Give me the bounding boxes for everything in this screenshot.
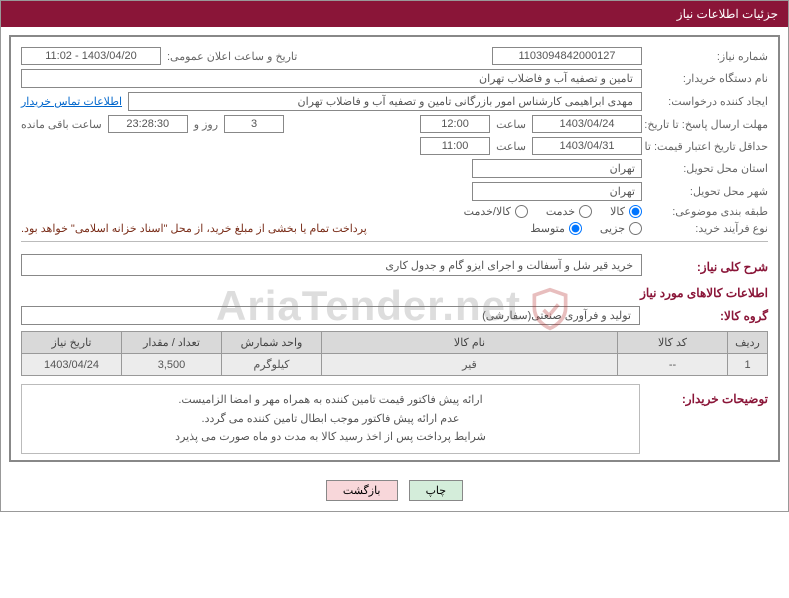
summary-value: خرید قیر شل و آسفالت و اجرای ایزو گام و … xyxy=(21,254,642,276)
goods-section-title: اطلاعات کالاهای مورد نیاز xyxy=(21,286,768,300)
time-label-2: ساعت xyxy=(496,140,526,153)
province-label: استان محل تحویل: xyxy=(648,162,768,175)
radio-service[interactable]: خدمت xyxy=(546,205,592,218)
buyer-contact-link[interactable]: اطلاعات تماس خریدار xyxy=(21,95,122,108)
deadline-label: مهلت ارسال پاسخ: تا تاریخ: xyxy=(648,118,768,131)
time-label-1: ساعت xyxy=(496,118,526,131)
th-row: ردیف xyxy=(728,332,768,354)
requester-label: ایجاد کننده درخواست: xyxy=(648,95,768,108)
buyer-notes: ارائه پیش فاکتور قیمت تامین کننده به همر… xyxy=(21,384,640,454)
remaining-label: ساعت باقی مانده xyxy=(21,118,102,131)
group-value: تولید و فرآوری صنعتی(سفارشی) xyxy=(21,306,640,325)
buyer-org-label: نام دستگاه خریدار: xyxy=(648,72,768,85)
announce-value: 1403/04/20 - 11:02 xyxy=(21,47,161,65)
radio-goods[interactable]: کالا xyxy=(610,205,642,218)
requester-value: مهدی ابراهیمی کارشناس امور بازرگانی تامی… xyxy=(128,92,642,111)
category-radio-group: کالا خدمت کالا/خدمت xyxy=(464,205,642,218)
buyer-notes-label: توضیحات خریدار: xyxy=(648,392,768,406)
print-button[interactable]: چاپ xyxy=(409,480,464,501)
radio-medium[interactable]: متوسط xyxy=(530,222,582,235)
announce-label: تاریخ و ساعت اعلان عمومی: xyxy=(167,50,297,63)
cell-row: 1 xyxy=(728,354,768,376)
countdown: 23:28:30 xyxy=(108,115,188,133)
note-line-3: شرایط پرداخت پس از اخذ رسید کالا به مدت … xyxy=(32,428,629,447)
th-date: تاریخ نیاز xyxy=(22,332,122,354)
cell-qty: 3,500 xyxy=(122,354,222,376)
cell-code: -- xyxy=(618,354,728,376)
treasury-note: پرداخت تمام یا بخشی از مبلغ خرید، از محل… xyxy=(21,222,367,235)
validity-time: 11:00 xyxy=(420,137,490,155)
province-value: تهران xyxy=(472,159,642,178)
summary-label: شرح کلی نیاز: xyxy=(648,260,768,274)
days-label: روز و xyxy=(194,118,218,131)
validity-label: حداقل تاریخ اعتبار قیمت: تا تاریخ: xyxy=(648,140,768,153)
group-label: گروه کالا: xyxy=(648,309,768,323)
city-label: شهر محل تحویل: xyxy=(648,185,768,198)
need-no-label: شماره نیاز: xyxy=(648,50,768,63)
process-radio-group: جزیی متوسط xyxy=(530,222,642,235)
buyer-org-value: تامین و تصفیه آب و فاضلاب تهران xyxy=(21,69,642,88)
items-table: ردیف کد کالا نام کالا واحد شمارش تعداد /… xyxy=(21,331,768,376)
cell-name: قیر xyxy=(322,354,618,376)
deadline-time: 12:00 xyxy=(420,115,490,133)
city-value: تهران xyxy=(472,182,642,201)
need-no-value: 1103094842000127 xyxy=(492,47,642,65)
th-unit: واحد شمارش xyxy=(222,332,322,354)
cell-unit: کیلوگرم xyxy=(222,354,322,376)
note-line-2: عدم ارائه پیش فاکتور موجب ابطال تامین کن… xyxy=(32,410,629,429)
note-line-1: ارائه پیش فاکتور قیمت تامین کننده به همر… xyxy=(32,391,629,410)
table-row: 1 -- قیر کیلوگرم 3,500 1403/04/24 xyxy=(22,354,768,376)
process-label: نوع فرآیند خرید: xyxy=(648,222,768,235)
th-name: نام کالا xyxy=(322,332,618,354)
back-button[interactable]: بازگشت xyxy=(326,480,398,501)
th-code: کد کالا xyxy=(618,332,728,354)
deadline-date: 1403/04/24 xyxy=(532,115,642,133)
cell-date: 1403/04/24 xyxy=(22,354,122,376)
days-remaining: 3 xyxy=(224,115,284,133)
details-frame: AriaTender.net شماره نیاز: 1103094842000… xyxy=(9,35,780,462)
page-header: جزئیات اطلاعات نیاز xyxy=(1,1,788,27)
category-label: طبقه بندی موضوعی: xyxy=(648,205,768,218)
th-qty: تعداد / مقدار xyxy=(122,332,222,354)
radio-goods-service[interactable]: کالا/خدمت xyxy=(464,205,528,218)
validity-date: 1403/04/31 xyxy=(532,137,642,155)
radio-small[interactable]: جزیی xyxy=(600,222,642,235)
action-buttons: چاپ بازگشت xyxy=(1,470,788,511)
